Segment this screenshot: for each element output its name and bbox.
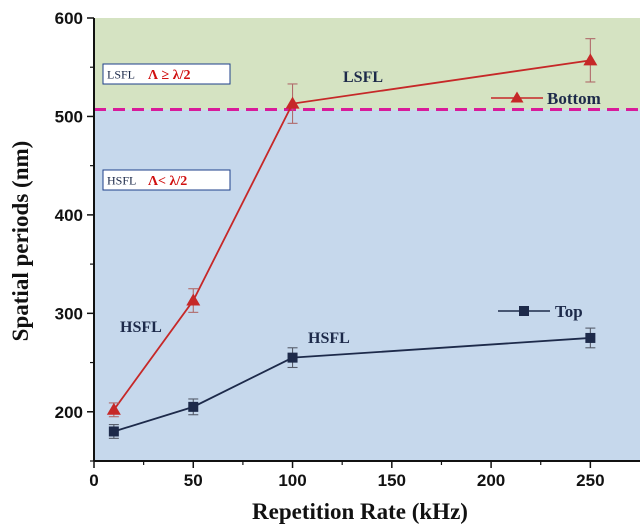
- data-point: [285, 96, 300, 109]
- plot-regions: [94, 18, 640, 461]
- lsfl-annotation: LSFL: [343, 69, 383, 86]
- x-tick-label: 200: [477, 471, 505, 490]
- legend: Bottom Top: [491, 89, 601, 321]
- y-axis-title: Spatial periods (nm): [8, 141, 33, 342]
- data-point: [585, 332, 596, 343]
- data-point: [287, 352, 298, 363]
- x-tick-label: 250: [576, 471, 604, 490]
- legend-marker-top: [519, 306, 529, 316]
- hsfl-annotation-right: HSFL: [308, 330, 350, 347]
- legend-label-bottom: Bottom: [547, 89, 601, 108]
- data-point: [188, 401, 199, 412]
- lsfl-box-frame: [102, 63, 231, 85]
- lsfl-box-label: LSFL: [107, 68, 135, 82]
- series-layer: [106, 38, 598, 439]
- data-point: [106, 402, 121, 415]
- hsfl-region: [94, 109, 640, 461]
- hsfl-box-label: HSFL: [107, 174, 136, 188]
- series-bottom: [106, 38, 598, 418]
- data-point: [583, 53, 598, 66]
- hsfl-box-formula: Λ< λ/2: [148, 174, 187, 189]
- x-tick-label: 50: [184, 471, 203, 490]
- data-point: [186, 293, 201, 306]
- legend-label-top: Top: [555, 302, 583, 321]
- axes: 0 50 100 150 200 250 200 300 400 500 600: [55, 9, 640, 490]
- series-top: [108, 327, 596, 439]
- y-tick-label: 500: [55, 107, 83, 126]
- hsfl-box-frame: [102, 169, 231, 191]
- x-axis-title: Repetition Rate (kHz): [252, 499, 468, 524]
- lsfl-condition-box: LSFL Λ ≥ λ/2: [102, 63, 231, 85]
- x-tick-label: 150: [378, 471, 406, 490]
- hsfl-annotation-left: HSFL: [120, 319, 162, 336]
- y-tick-label: 600: [55, 9, 83, 28]
- legend-marker-bottom: [510, 91, 524, 103]
- legend-entry-bottom: Bottom: [491, 89, 601, 108]
- x-tick-label: 0: [89, 471, 98, 490]
- series-line: [113, 337, 591, 433]
- y-tick-label: 400: [55, 206, 83, 225]
- hsfl-condition-box: HSFL Λ< λ/2: [102, 169, 231, 191]
- y-tick-label: 200: [55, 403, 83, 422]
- data-point: [108, 426, 119, 437]
- series-line: [113, 59, 591, 411]
- lsfl-box-formula: Λ ≥ λ/2: [148, 68, 191, 83]
- legend-entry-top: Top: [498, 302, 583, 321]
- x-tick-label: 100: [278, 471, 306, 490]
- y-tick-label: 300: [55, 304, 83, 323]
